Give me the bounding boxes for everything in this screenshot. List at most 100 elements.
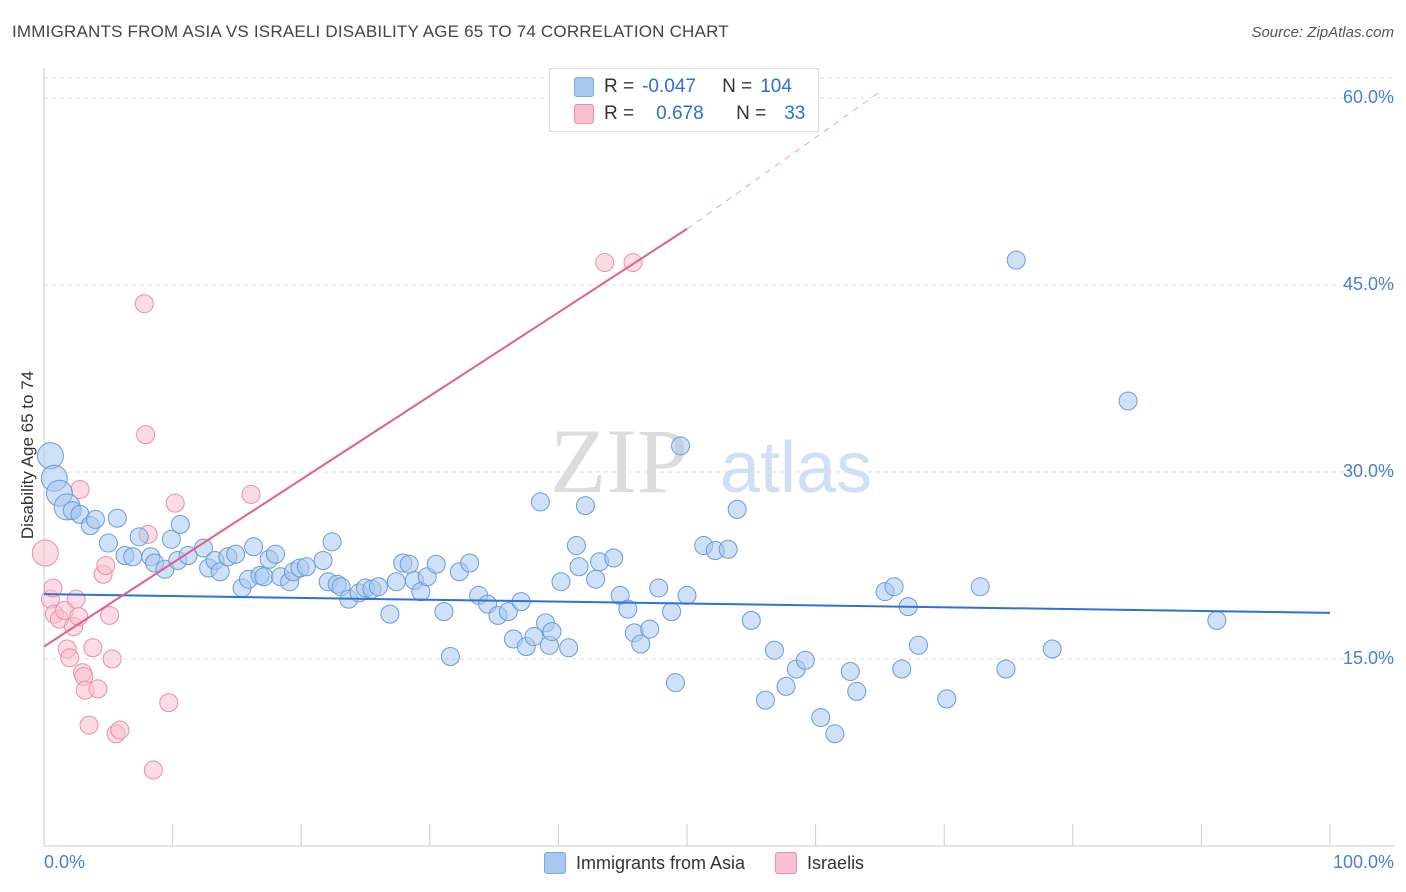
point-asia xyxy=(892,659,912,679)
legend-swatch-pink xyxy=(775,852,798,874)
series-immigrants-from-asia xyxy=(36,250,1227,744)
point-asia xyxy=(170,514,190,534)
legend-r-label: R = xyxy=(604,103,635,124)
point-asia xyxy=(1118,391,1138,411)
point-asia xyxy=(755,690,775,710)
legend-n-label: N = xyxy=(736,103,767,124)
point-asia xyxy=(1006,250,1026,270)
x-tick-label-min: 0.0% xyxy=(44,852,86,872)
point-asia xyxy=(524,627,544,647)
point-asia xyxy=(795,650,815,670)
trendline-israelis xyxy=(43,228,688,648)
legend-item-israelis: Israelis xyxy=(775,852,864,874)
point-asia xyxy=(460,553,480,573)
point-asia xyxy=(498,602,518,622)
point-israelis xyxy=(134,294,154,314)
point-asia xyxy=(727,499,747,519)
point-asia xyxy=(586,569,606,589)
trendline-asia xyxy=(43,593,1331,614)
y-tick-label: 30.0% xyxy=(1342,461,1394,481)
trendline-israelis xyxy=(686,91,881,230)
point-asia xyxy=(847,681,867,701)
point-israelis xyxy=(110,720,130,740)
legend-row-israelis: R = 0.678 N = 33 xyxy=(574,102,805,126)
point-israelis xyxy=(159,693,179,713)
point-israelis xyxy=(88,679,108,699)
point-asia xyxy=(123,547,143,567)
point-israelis xyxy=(136,425,156,445)
point-asia xyxy=(776,676,796,696)
legend-n-value: 104 xyxy=(760,76,792,97)
legend-item-asia: Immigrants from Asia xyxy=(544,852,745,874)
point-israelis xyxy=(66,589,86,609)
point-asia xyxy=(161,529,181,549)
point-asia xyxy=(542,622,562,642)
point-asia xyxy=(399,554,419,574)
watermark: ZIP atlas xyxy=(550,410,872,512)
point-asia xyxy=(840,661,860,681)
trend-lines xyxy=(43,91,1331,648)
watermark-zip: ZIP xyxy=(550,410,688,512)
point-asia xyxy=(665,673,685,693)
point-asia xyxy=(618,599,638,619)
point-asia xyxy=(386,572,406,592)
point-asia xyxy=(631,634,651,654)
point-asia xyxy=(566,536,586,556)
point-asia xyxy=(1042,639,1062,659)
point-asia xyxy=(718,539,738,559)
point-asia xyxy=(265,544,285,564)
point-asia xyxy=(575,496,595,516)
point-asia xyxy=(313,551,333,571)
legend-swatch-blue xyxy=(574,77,594,97)
point-asia xyxy=(662,602,682,622)
point-asia xyxy=(649,578,669,598)
point-asia xyxy=(530,492,550,512)
point-asia xyxy=(640,619,660,639)
point-asia xyxy=(322,532,342,552)
y-tick-label: 60.0% xyxy=(1342,87,1394,107)
point-asia xyxy=(811,708,831,728)
legend-n-value: 33 xyxy=(784,103,806,124)
point-israelis xyxy=(143,760,163,780)
point-asia xyxy=(36,442,64,470)
point-asia xyxy=(559,638,579,658)
point-asia xyxy=(434,602,454,622)
y-tick-label: 15.0% xyxy=(1342,648,1394,668)
point-israelis xyxy=(60,648,80,668)
point-asia xyxy=(1207,610,1227,630)
point-asia xyxy=(129,527,149,547)
point-asia xyxy=(677,585,697,605)
point-israelis xyxy=(595,253,615,273)
point-israelis xyxy=(165,493,185,513)
point-asia xyxy=(380,604,400,624)
legend-swatch-blue xyxy=(544,852,566,874)
point-asia xyxy=(296,557,316,577)
point-asia xyxy=(226,544,246,564)
chart-title: IMMIGRANTS FROM ASIA VS ISRAELI DISABILI… xyxy=(12,22,729,41)
point-israelis xyxy=(241,484,261,504)
legend-label-israelis: Israelis xyxy=(807,852,865,873)
point-asia xyxy=(741,610,761,630)
point-israelis xyxy=(43,578,63,598)
point-asia xyxy=(107,508,127,528)
point-asia xyxy=(764,640,784,660)
series-legend: Immigrants from Asia Israelis xyxy=(544,852,894,874)
point-asia xyxy=(98,533,118,553)
point-asia xyxy=(937,689,957,709)
x-tick-label-max: 100.0% xyxy=(1332,852,1394,872)
y-tick-label: 45.0% xyxy=(1342,274,1394,294)
legend-r-value: 0.678 xyxy=(656,103,704,124)
point-israelis xyxy=(102,649,122,669)
point-asia xyxy=(996,659,1016,679)
point-asia xyxy=(825,724,845,744)
correlation-legend: R = -0.047 N = 104 R = 0.678 N = 33 xyxy=(549,68,819,132)
point-asia xyxy=(244,537,264,557)
point-asia xyxy=(85,509,105,529)
point-asia xyxy=(551,572,571,592)
axes xyxy=(43,68,1394,847)
point-asia xyxy=(254,567,274,587)
point-israelis xyxy=(79,715,99,735)
point-asia xyxy=(604,548,624,568)
point-israelis xyxy=(96,556,116,575)
